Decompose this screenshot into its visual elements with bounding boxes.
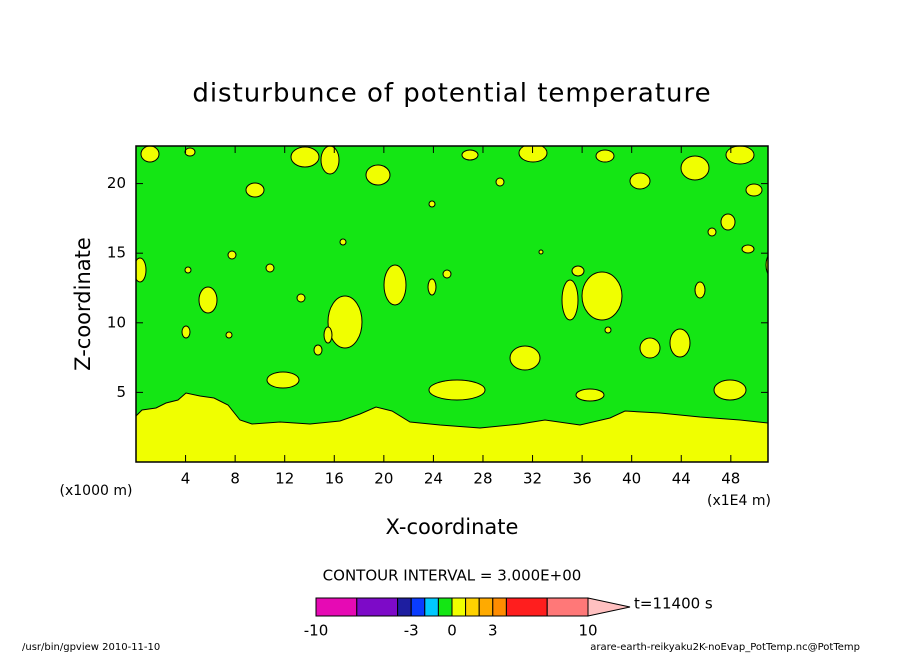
contour-region	[571, 265, 585, 277]
contour-region	[725, 146, 755, 165]
colorbar-box	[451, 597, 467, 617]
plot-frame	[135, 145, 769, 463]
contour-region	[140, 146, 160, 163]
contour-region	[225, 331, 233, 339]
x-tick-label: 16	[325, 470, 344, 488]
chart-title: disturbunce of potential temperature	[192, 79, 711, 109]
colorbar-tick-label: 3	[488, 622, 498, 640]
contour-region	[518, 146, 548, 163]
x-axis-label: X-coordinate	[386, 515, 519, 539]
x-tick-label: 8	[230, 470, 240, 488]
contour-region	[266, 371, 300, 389]
x-tick-label: 12	[275, 470, 294, 488]
contour-region	[198, 286, 218, 314]
contour-region	[227, 250, 237, 260]
contour-region	[136, 257, 147, 283]
colorbar-box	[315, 597, 358, 617]
contour-region	[741, 244, 755, 254]
footer-left: /usr/bin/gpview 2010-11-10	[22, 642, 160, 653]
contour-region	[461, 149, 479, 161]
contour-region	[320, 146, 340, 175]
contour-region	[265, 263, 275, 273]
contour-field	[136, 146, 768, 462]
contour-region	[509, 345, 541, 371]
x-tick-label: 28	[473, 470, 492, 488]
colorbar-tick-label: -3	[404, 622, 419, 640]
x-tick-label: 4	[181, 470, 191, 488]
contour-region	[313, 344, 323, 356]
contour-region	[383, 264, 407, 306]
contour-region	[290, 146, 320, 168]
contour-region	[323, 326, 333, 344]
contour-region	[181, 325, 191, 339]
colorbar-box	[505, 597, 548, 617]
x-tick-label: 20	[374, 470, 393, 488]
contour-interval: CONTOUR INTERVAL = 3.000E+00	[323, 567, 582, 585]
contour-region	[495, 177, 505, 187]
x-tick-label: 36	[573, 470, 592, 488]
contour-region	[707, 227, 717, 237]
contour-region	[575, 388, 605, 402]
contour-region	[629, 172, 651, 190]
y-tick-label: 15	[107, 244, 126, 262]
colorbar-box	[424, 597, 439, 617]
x-tick-label: 32	[523, 470, 542, 488]
colorbar-tick-label: 10	[578, 622, 597, 640]
contour-region	[595, 149, 615, 163]
time-label: t=11400 s	[634, 595, 713, 613]
contour-region	[639, 337, 661, 359]
contour-region	[745, 183, 763, 197]
contour-region	[765, 255, 768, 275]
colorbar-tick-label: 0	[447, 622, 457, 640]
colorbar-extension	[587, 597, 631, 617]
x-tick-label: 44	[672, 470, 691, 488]
colorbar-box	[410, 597, 426, 617]
colorbar-box	[437, 597, 453, 617]
contour-region	[713, 379, 747, 401]
contour-region	[694, 281, 706, 299]
contour-region	[245, 182, 265, 198]
contour-region	[581, 271, 623, 321]
y-unit: (x1000 m)	[60, 483, 133, 499]
colorbar-box	[465, 597, 480, 617]
contour-region	[327, 295, 363, 349]
colorbar-box	[546, 597, 589, 617]
colorbar-box	[397, 597, 412, 617]
colorbar-box	[478, 597, 494, 617]
contour-region	[669, 328, 691, 358]
contour-region	[720, 213, 736, 231]
contour-region	[561, 279, 579, 321]
contour-region	[428, 379, 486, 401]
contour-region	[184, 266, 192, 274]
contour-region	[339, 238, 347, 246]
colorbar-tick-label: -10	[304, 622, 329, 640]
colorbar-box	[356, 597, 399, 617]
y-axis-label: Z-coordinate	[71, 237, 95, 371]
y-tick-label: 5	[116, 383, 126, 401]
footer-right: arare-earth-reikyaku2K-noEvap_PotTemp.nc…	[590, 642, 860, 653]
x-tick-label: 40	[622, 470, 641, 488]
contour-region	[680, 155, 710, 181]
y-tick-label: 20	[107, 174, 126, 192]
field-background	[136, 146, 768, 462]
contour-region	[442, 269, 452, 279]
colorbar-box	[492, 597, 507, 617]
contour-region	[428, 200, 436, 208]
contour-region	[296, 293, 306, 303]
contour-region	[365, 164, 391, 186]
x-unit: (x1E4 m)	[707, 493, 771, 509]
x-tick-label: 48	[721, 470, 740, 488]
contour-region	[604, 326, 612, 334]
contour-region	[427, 278, 437, 296]
contour-region	[184, 147, 196, 157]
contour-region	[538, 249, 544, 255]
y-tick-label: 10	[107, 313, 126, 331]
contour-region	[136, 392, 768, 462]
x-tick-label: 24	[424, 470, 443, 488]
